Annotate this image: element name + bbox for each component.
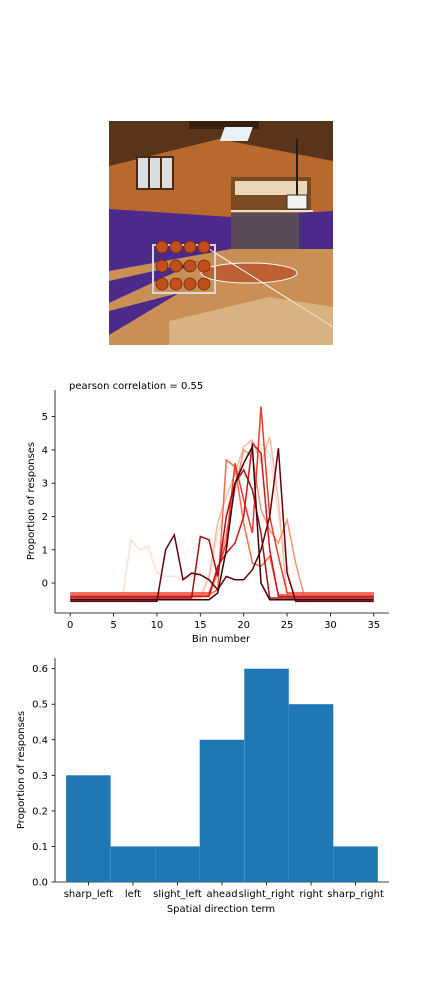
- bar-chart-x-tick-label: slight_left: [153, 889, 202, 900]
- line-chart-x-tick-label: 30: [324, 620, 337, 631]
- line-chart-y-tick-label: 2: [42, 512, 48, 523]
- bar-chart-y-tick-label: 0.6: [32, 664, 48, 675]
- bar-chart: 0.0 0.1 0.2 0.3 0.4 0.5 0.6 sharp_left left sligh…: [16, 658, 389, 915]
- bar-chart-ylabel: Proportion of responses: [16, 711, 27, 829]
- line-chart-x-tick-label: 10: [151, 620, 164, 631]
- bar-chart-y-tick-label: 0.5: [32, 700, 48, 711]
- line-series-7: [70, 468, 374, 599]
- bar-chart-bars: [66, 668, 378, 882]
- bar-sharp-right: [333, 846, 378, 882]
- bar-chart-y-tick-label: 0.3: [32, 771, 48, 782]
- line-series-8: [70, 448, 374, 603]
- bar-chart-x-tick-label: ahead: [206, 889, 237, 900]
- line-chart-x-tick-label: 0: [67, 620, 73, 631]
- bar-chart-x-tick-label: sharp_right: [327, 889, 384, 900]
- line-chart-y-tick-label: 5: [42, 412, 48, 423]
- bar-slight-right: [244, 668, 289, 882]
- bar-left: [110, 846, 156, 882]
- line-series-6: [70, 441, 374, 598]
- line-chart-x-tick-label: 25: [281, 620, 294, 631]
- line-series-9: [70, 443, 374, 601]
- line-chart-y-tick-label: 4: [42, 445, 48, 456]
- line-chart-xlabel: Bin number: [192, 634, 251, 645]
- bar-sharp-left: [66, 775, 111, 882]
- line-chart-x-tick-label: 15: [194, 620, 207, 631]
- line-series-5: [70, 406, 374, 594]
- bar-chart-x-tick-label: slight_right: [239, 889, 295, 900]
- line-chart-axes: 0 5 10 15 20 25 30 35 0 1 2 3 4 5: [42, 390, 389, 631]
- bar-slight-left: [155, 846, 200, 882]
- bar-chart-xlabel: Spatial direction term: [167, 904, 275, 915]
- line-chart: pearson correlation = 0.55 0 5 10 15 20 25 30 3…: [26, 381, 389, 645]
- line-chart-y-tick-label: 3: [42, 479, 48, 490]
- line-chart-title: pearson correlation = 0.55: [69, 381, 203, 392]
- line-chart-x-tick-label: 35: [367, 620, 380, 631]
- basketball-court-photo: [109, 121, 333, 345]
- line-chart-x-tick-label: 20: [237, 620, 250, 631]
- line-chart-series: [70, 406, 374, 603]
- bar-chart-x-tick-label: right: [299, 889, 323, 900]
- line-chart-x-tick-label: 5: [110, 620, 116, 631]
- bar-ahead: [199, 739, 245, 882]
- bar-chart-x-tick-label: sharp_left: [64, 889, 113, 900]
- bar-chart-y-tick-label: 0.0: [32, 878, 48, 889]
- bar-chart-x-tick-label: left: [125, 889, 141, 900]
- bar-chart-y-tick-label: 0.2: [32, 806, 48, 817]
- bar-chart-y-tick-label: 0.4: [32, 735, 48, 746]
- bar-chart-y-tick-label: 0.1: [32, 842, 48, 853]
- line-chart-y-tick-label: 0: [42, 579, 48, 590]
- line-chart-ylabel: Proportion of responses: [26, 442, 37, 560]
- line-series-4: [70, 458, 374, 596]
- line-chart-y-tick-label: 1: [42, 545, 48, 556]
- bar-right: [288, 704, 334, 882]
